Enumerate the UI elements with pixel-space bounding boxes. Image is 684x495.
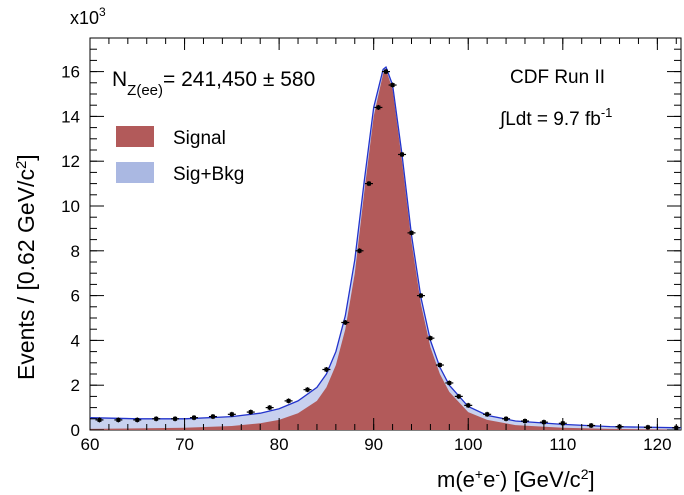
x-tick-label: 100 [454, 435, 482, 454]
data-point [374, 104, 383, 110]
x-tick-label: 90 [364, 435, 383, 454]
data-point [364, 181, 373, 187]
y-tick-label: 4 [71, 331, 80, 350]
data-point [341, 319, 350, 325]
experiment-label: CDF Run II [510, 67, 605, 88]
data-point [464, 402, 473, 408]
data-point [435, 362, 444, 368]
x-tick-label: 70 [175, 435, 194, 454]
x-tick-label: 120 [643, 435, 671, 454]
data-point [227, 411, 236, 417]
y-tick-label: 10 [61, 197, 80, 216]
data-point [502, 416, 511, 422]
data-point [520, 418, 529, 424]
data-point [265, 405, 274, 411]
data-point [454, 393, 463, 399]
y-tick-label: 6 [71, 287, 80, 306]
luminosity-label: ∫Ldt = 9.7 fb-1 [499, 105, 612, 130]
data-point [643, 424, 652, 430]
data-point [208, 414, 217, 420]
data-point [190, 415, 199, 421]
data-point [355, 248, 364, 254]
y-tick-label: 12 [61, 152, 80, 171]
y-tick-label: 2 [71, 376, 80, 395]
x-tick-label: 60 [81, 435, 100, 454]
y-tick-label: 14 [61, 107, 80, 126]
data-point [587, 423, 596, 429]
yield-annotation: NZ(ee)= 241,450 ± 580 [112, 68, 315, 99]
legend-swatch-sigbkg [116, 162, 154, 183]
data-point [114, 417, 123, 423]
y-tick-label: 8 [71, 242, 80, 261]
data-point [246, 409, 255, 415]
legend-label-signal: Signal [173, 128, 226, 149]
data-point [303, 387, 312, 393]
data-point [322, 367, 331, 373]
x-tick-label: 80 [270, 435, 289, 454]
legend-swatch-signal [116, 126, 154, 147]
legend-label-sigbkg: Sig+Bkg [173, 164, 244, 185]
data-point [152, 416, 161, 422]
data-point [445, 380, 454, 386]
data-point [381, 69, 390, 75]
signal-fill [90, 69, 681, 431]
data-point [171, 416, 180, 422]
data-point [398, 151, 407, 157]
x-tick-label: 110 [549, 435, 576, 454]
y-tick-label: 0 [71, 421, 80, 440]
data-point [95, 417, 104, 423]
y-tick-label: 16 [61, 63, 80, 82]
data-point [416, 293, 425, 299]
data-point [133, 417, 142, 423]
y-axis-title: Events / [0.62 GeV/c2] [13, 154, 39, 380]
data-point [284, 398, 293, 404]
data-point [407, 230, 416, 236]
data-point [539, 419, 548, 425]
x-axis-title: m(e+e-) [GeV/c2] [437, 466, 595, 492]
legend: Signal Sig+Bkg [116, 126, 244, 185]
data-point [426, 335, 435, 341]
y-multiplier: x103 [70, 5, 106, 28]
data-point [483, 411, 492, 417]
sigbkg-curve [89, 66, 682, 429]
data-point [388, 82, 397, 88]
